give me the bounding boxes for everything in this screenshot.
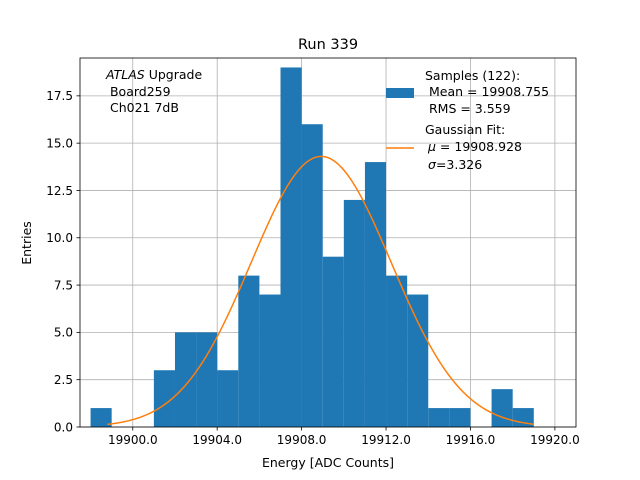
histogram-bar-14 [386,275,408,427]
x-tick-label-3: 19912.0 [361,433,411,447]
x-tick-label-2: 19908.0 [277,433,327,447]
y-tick-label-4: 10.0 [46,231,73,245]
legend-samples-line-3: RMS = 3.559 [425,101,511,116]
y-tick-label-7: 17.5 [46,89,73,103]
gaussian-fit-curve [107,155,534,426]
info-line-1: ATLAS Upgrade [105,67,202,82]
histogram-bar-6 [217,370,239,427]
histogram-bar-4 [174,332,197,427]
legend: Samples (122): Mean = 19908.755 RMS = 3.… [386,68,549,172]
plot-frame [79,57,577,428]
histogram-bar-11 [322,256,344,427]
legend-fit-line-3: σ=3.326 [428,157,482,172]
mu-value: = 19908.928 [436,139,522,154]
histogram-bar-8 [259,294,281,427]
histogram-bar-17 [449,408,471,427]
histogram-bar-15 [407,294,429,427]
x-tick-label-1: 19904.0 [192,433,242,447]
atlas-label: ATLAS [105,67,145,82]
y-tick-label-1: 2.5 [54,373,73,387]
chart-title: Run 339 [298,37,358,53]
y-tick-label-5: 12.5 [46,184,73,198]
info-line-3: Ch021 7dB [106,100,179,115]
histogram-bar-10 [301,124,323,427]
legend-fit-line-1: Gaussian Fit: [425,122,505,137]
histogram-bar-3 [153,370,175,427]
sigma-value: =3.326 [436,157,482,172]
info-box: ATLAS Upgrade Board259 Ch021 7dB [105,67,202,115]
x-axis-label: Energy [ADC Counts] [262,455,394,470]
y-axis-label: Entries [19,221,34,265]
y-tick-label-3: 7.5 [54,278,73,292]
y-tick-label-6: 15.0 [46,136,73,150]
legend-fit-line-2: μ = 19908.928 [427,139,522,154]
mu-symbol: μ [427,139,436,154]
histogram-bar-12 [343,199,365,427]
histogram-bar-0 [90,408,112,427]
histogram-bar-13 [364,162,387,428]
y-tick-label-2: 5.0 [54,326,73,340]
legend-samples-swatch [386,88,414,98]
x-tick-label-5: 19920.0 [530,433,580,447]
upgrade-label: Upgrade [145,67,203,82]
legend-samples-line-1: Samples (122): [425,68,520,83]
sigma-symbol: σ [428,157,437,172]
histogram-bar-9 [280,67,302,427]
info-line-2: Board259 [106,84,171,99]
histogram-bar-7 [238,275,260,427]
x-axis-ticks: 19900.0 19904.0 19908.0 19912.0 19916.0 19920… [108,427,580,447]
x-tick-label-4: 19916.0 [446,433,496,447]
histogram-bars [90,67,534,428]
histogram-bar-5 [196,332,218,427]
y-axis-ticks: 0.0 2.5 5.0 7.5 10.0 12.5 15.0 17.5 [46,89,80,434]
y-tick-label-0: 0.0 [54,420,73,434]
histogram-bar-19 [491,389,513,427]
legend-samples-line-2: Mean = 19908.755 [425,84,549,99]
histogram-bar-16 [428,408,450,427]
x-tick-label-0: 19900.0 [108,433,158,447]
